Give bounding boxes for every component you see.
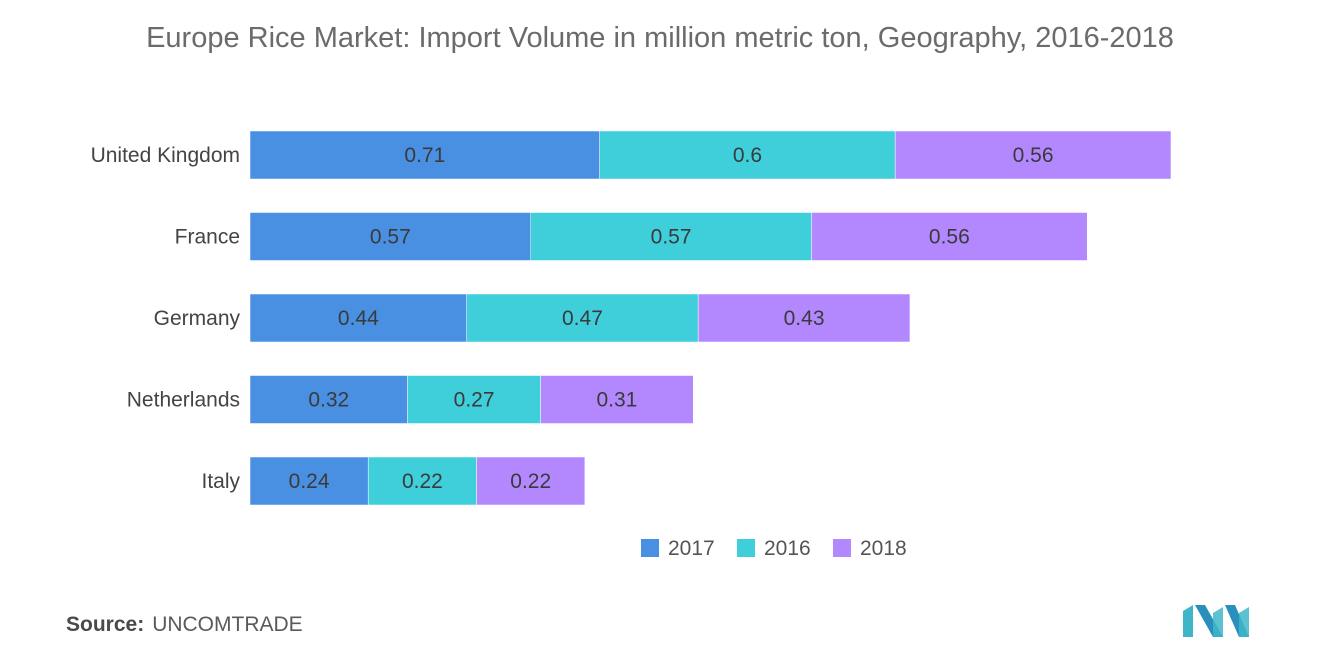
legend-label: 2017 [668,537,715,560]
source-label: Source: [66,613,144,636]
mordor-intelligence-logo-icon [1183,603,1251,639]
data-label: 0.44 [338,307,379,330]
data-label: 0.32 [308,389,349,412]
data-label: 0.22 [510,470,551,493]
data-label: 0.22 [402,470,443,493]
legend-swatch-2016 [737,539,755,557]
legend-swatch-2017 [641,539,659,557]
legend-swatch-2018 [833,539,851,557]
data-label: 0.57 [370,226,411,249]
data-label: 0.27 [454,389,495,412]
category-label: United Kingdom [91,144,240,167]
data-label: 0.43 [784,307,825,330]
legend-label: 2016 [764,537,811,560]
category-label: Italy [201,470,240,493]
data-label: 0.24 [289,470,330,493]
category-label: Netherlands [127,389,240,412]
category-label: Germany [154,307,241,330]
data-label: 0.57 [651,226,692,249]
legend-label: 2018 [860,537,907,560]
data-label: 0.6 [733,144,762,167]
category-label: France [175,226,240,249]
stacked-bar-chart: United Kingdom 0.71 0.6 0.56 France 0.57 0.57 0… [0,0,1320,600]
source-note: Source: UNCOMTRADE [66,613,303,637]
data-label: 0.31 [596,389,637,412]
data-label: 0.56 [929,226,970,249]
data-label: 0.47 [562,307,603,330]
data-label: 0.71 [404,144,445,167]
data-label: 0.56 [1013,144,1054,167]
source-value: UNCOMTRADE [152,613,303,636]
